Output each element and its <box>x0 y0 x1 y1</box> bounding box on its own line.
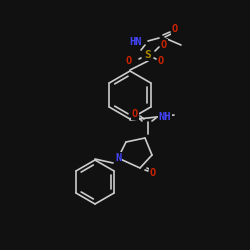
Text: S: S <box>144 50 152 60</box>
Text: O: O <box>172 24 178 34</box>
Text: O: O <box>158 56 164 66</box>
Text: HN: HN <box>129 37 141 47</box>
Text: O: O <box>161 40 167 50</box>
Text: O: O <box>150 168 156 178</box>
Text: O: O <box>126 56 132 66</box>
Text: O: O <box>132 109 138 119</box>
Text: N: N <box>115 153 121 163</box>
Text: NH: NH <box>159 112 171 122</box>
